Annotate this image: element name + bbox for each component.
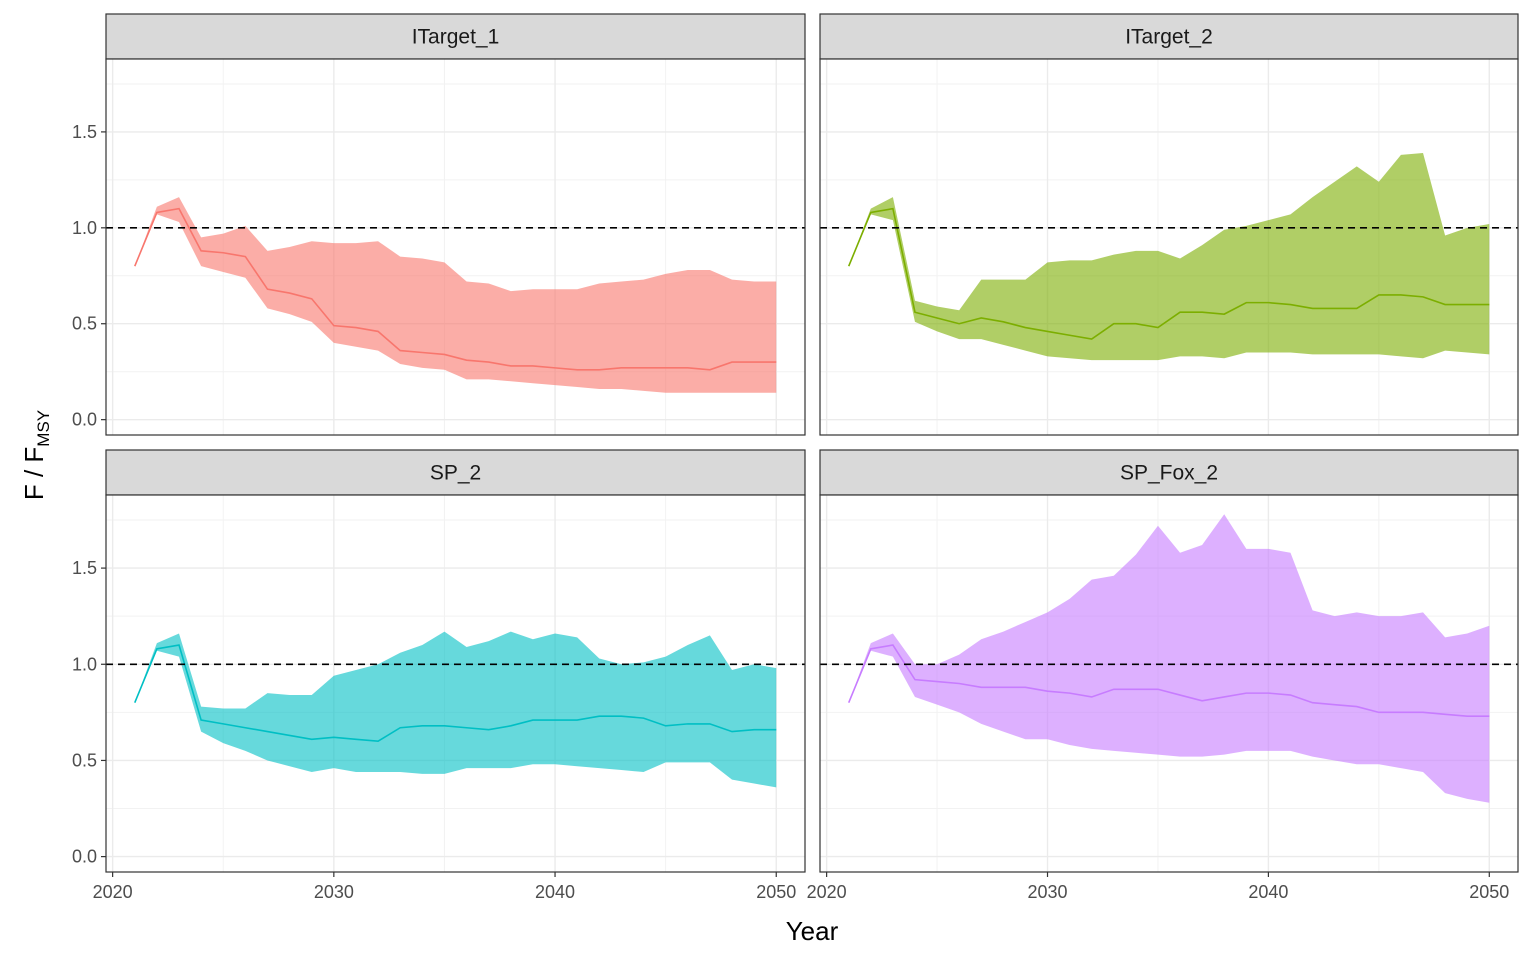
panel-border xyxy=(105,494,806,873)
panel-itarget-2: ITarget_2 xyxy=(819,13,1519,436)
y-axis-title-main: F / F xyxy=(19,447,49,500)
strip-label: ITarget_2 xyxy=(1125,26,1213,49)
y-tick-label: 0.0 xyxy=(72,410,97,430)
strip-label: ITarget_1 xyxy=(412,26,500,49)
panel-sp-fox-2: SP_Fox_2 2020 2030 2040 2050 xyxy=(807,449,1519,902)
panel-sp-2: SP_2 0.0 0.5 1.0 1.5 2020 2030 2040 2050 xyxy=(72,449,806,902)
confidence-band xyxy=(848,514,1490,803)
y-tick-label: 0.5 xyxy=(72,750,97,770)
confidence-band xyxy=(134,197,777,393)
y-tick-label: 1.0 xyxy=(72,218,97,238)
panel-itarget-1: ITarget_1 0.0 0.5 1.0 1.5 xyxy=(72,13,806,436)
x-tick-label: 2020 xyxy=(93,882,133,902)
x-tick-label: 2030 xyxy=(1027,882,1067,902)
y-tick-label: 1.5 xyxy=(72,558,97,578)
panel-border xyxy=(105,58,806,436)
median-line xyxy=(847,644,1490,718)
x-tick-label: 2050 xyxy=(756,882,796,902)
strip-background xyxy=(105,449,806,496)
y-tick-label: 0.5 xyxy=(72,314,97,334)
strip-label: SP_Fox_2 xyxy=(1120,462,1218,485)
panel-border xyxy=(819,494,1519,873)
x-axis-title: Year xyxy=(786,916,839,946)
x-tick-label: 2020 xyxy=(807,882,847,902)
median-line xyxy=(134,207,777,371)
strip-background xyxy=(819,13,1519,60)
y-tick-label: 1.5 xyxy=(72,122,97,142)
y-axis-title-subscript: MSY xyxy=(34,410,53,447)
y-tick-label: 1.0 xyxy=(72,654,97,674)
x-tick-label: 2050 xyxy=(1469,882,1509,902)
x-tick-label: 2040 xyxy=(535,882,575,902)
confidence-band xyxy=(134,631,777,788)
strip-label: SP_2 xyxy=(430,462,481,485)
strip-background xyxy=(819,449,1519,496)
x-tick-label: 2030 xyxy=(314,882,354,902)
median-line xyxy=(847,207,1490,340)
strip-background xyxy=(105,13,806,60)
y-axis-title: F / FMSY xyxy=(19,410,53,500)
panel-border xyxy=(819,58,1519,436)
median-line xyxy=(134,644,777,743)
x-tick-label: 2040 xyxy=(1248,882,1288,902)
y-tick-label: 0.0 xyxy=(72,847,97,867)
